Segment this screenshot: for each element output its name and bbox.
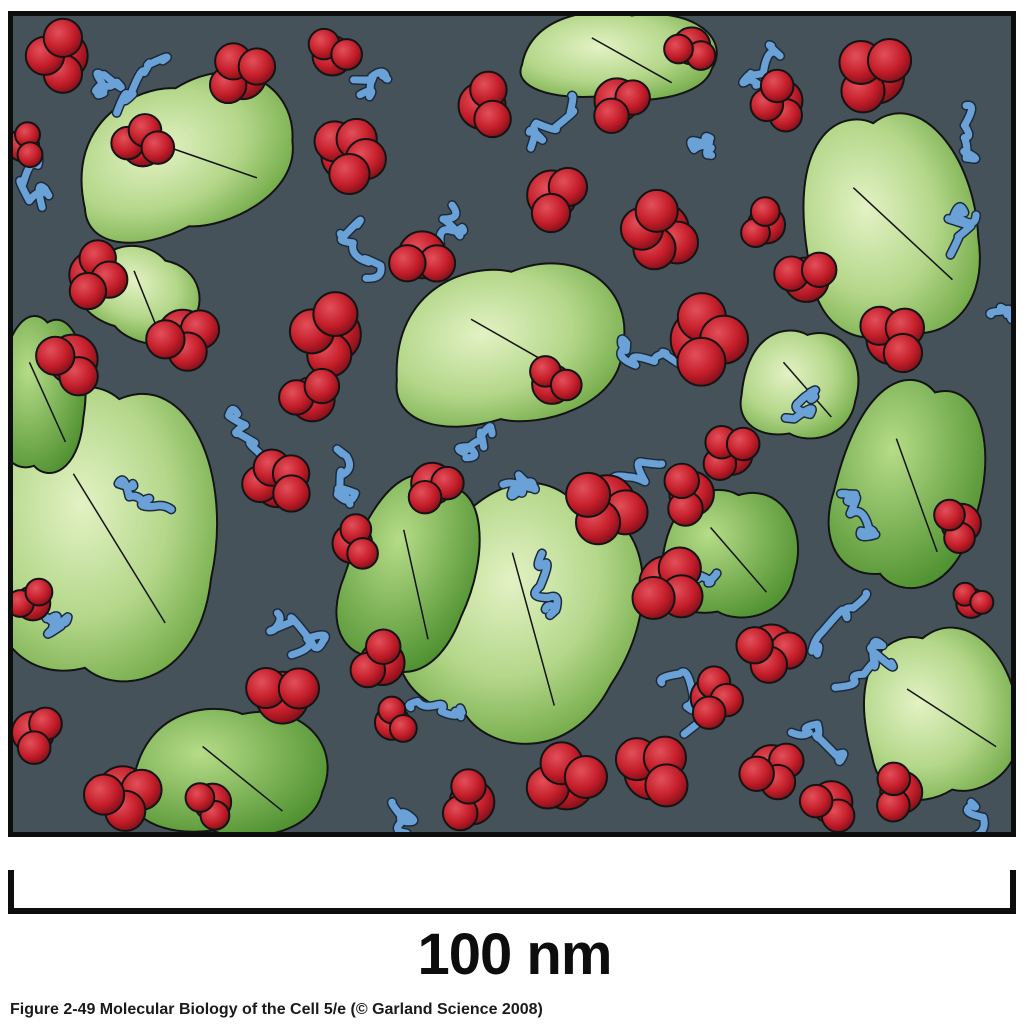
protein-layer [13,17,995,832]
protein-cluster [407,461,465,515]
protein-cluster [798,780,856,832]
protein-cluster [241,448,311,513]
protein-cluster [13,121,44,169]
rna-strand [780,385,821,424]
protein-cluster [457,70,512,139]
protein-cluster [110,113,176,168]
ribosome-shape [739,329,860,440]
rna-strand [348,67,393,102]
protein-cluster [933,498,982,555]
protein-cluster [740,196,787,249]
protein-cluster [614,735,689,808]
protein-cluster [565,471,649,546]
protein-cluster [288,291,362,378]
protein-cluster [13,706,63,765]
rna-strand [685,131,717,161]
protein-cluster [669,292,750,387]
protein-cluster [773,251,838,303]
rna-strand [943,202,982,260]
protein-cluster [331,513,379,570]
rna-strand [113,475,177,515]
protein-cluster [68,239,129,311]
rna-strand [335,215,387,284]
protein-cluster [735,623,808,684]
rna-strand [332,444,361,510]
rna-strand [223,404,276,470]
protein-cluster [689,665,744,730]
rna-strand [835,488,881,542]
protein-cluster [35,333,99,397]
protein-cluster [307,27,363,77]
protein-cluster [526,166,589,234]
protein-cluster [593,77,651,135]
cytoplasm-illustration [8,11,1016,837]
protein-cluster [838,38,913,114]
rna-strand [616,334,690,372]
rna-strand [985,302,1011,324]
protein-cluster [245,666,321,725]
protein-cluster [145,308,221,372]
rna-strand [498,469,540,501]
protein-cluster [441,768,496,832]
rna-strand [111,52,172,118]
protein-cluster [208,42,277,105]
scale-bar-line [8,908,1016,914]
rna-strand [386,797,419,832]
protein-cluster [278,367,341,423]
scale-bar-label: 100 nm [417,922,613,987]
protein-cluster [525,741,609,811]
protein-cluster [738,742,805,801]
rna-strand [524,90,579,154]
ribosome-shape [130,707,329,832]
protein-cluster [749,68,804,133]
rna-strand [962,797,990,832]
protein-cluster [82,765,163,832]
protein-cluster [702,425,761,481]
protein-cluster [631,546,704,620]
protein-cluster [876,761,924,823]
rna-strand [453,421,498,463]
protein-cluster [313,117,387,196]
rna-strand [786,719,849,767]
rna-strand [404,696,468,722]
rna-strand [530,548,563,621]
rna-strand [40,611,73,639]
protein-cluster [24,17,89,94]
protein-cluster [349,628,406,689]
rna-strand [806,588,872,660]
protein-cluster [529,355,583,405]
rna-layer [14,39,1011,832]
rna-strand [90,68,127,100]
figure-caption: Figure 2-49 Molecular Biology of the Cel… [10,1001,543,1018]
protein-cluster [663,462,715,527]
rna-strand [265,608,331,660]
protein-cluster [373,695,418,743]
protein-cluster [663,26,717,71]
rna-strand [958,100,981,164]
scale-bar-left-tick [8,870,14,914]
rna-strand [830,636,899,693]
protein-cluster [619,188,700,271]
protein-cluster [859,305,926,374]
scale-bar-right-tick [1010,870,1016,914]
ribosome-shape [862,626,1011,801]
protein-cluster [13,577,54,622]
scale-bar [8,870,1016,914]
rna-strand [737,39,786,91]
protein-cluster [388,230,457,283]
illustration-canvas [13,16,1011,832]
protein-cluster [952,581,995,619]
protein-cluster [184,782,233,831]
